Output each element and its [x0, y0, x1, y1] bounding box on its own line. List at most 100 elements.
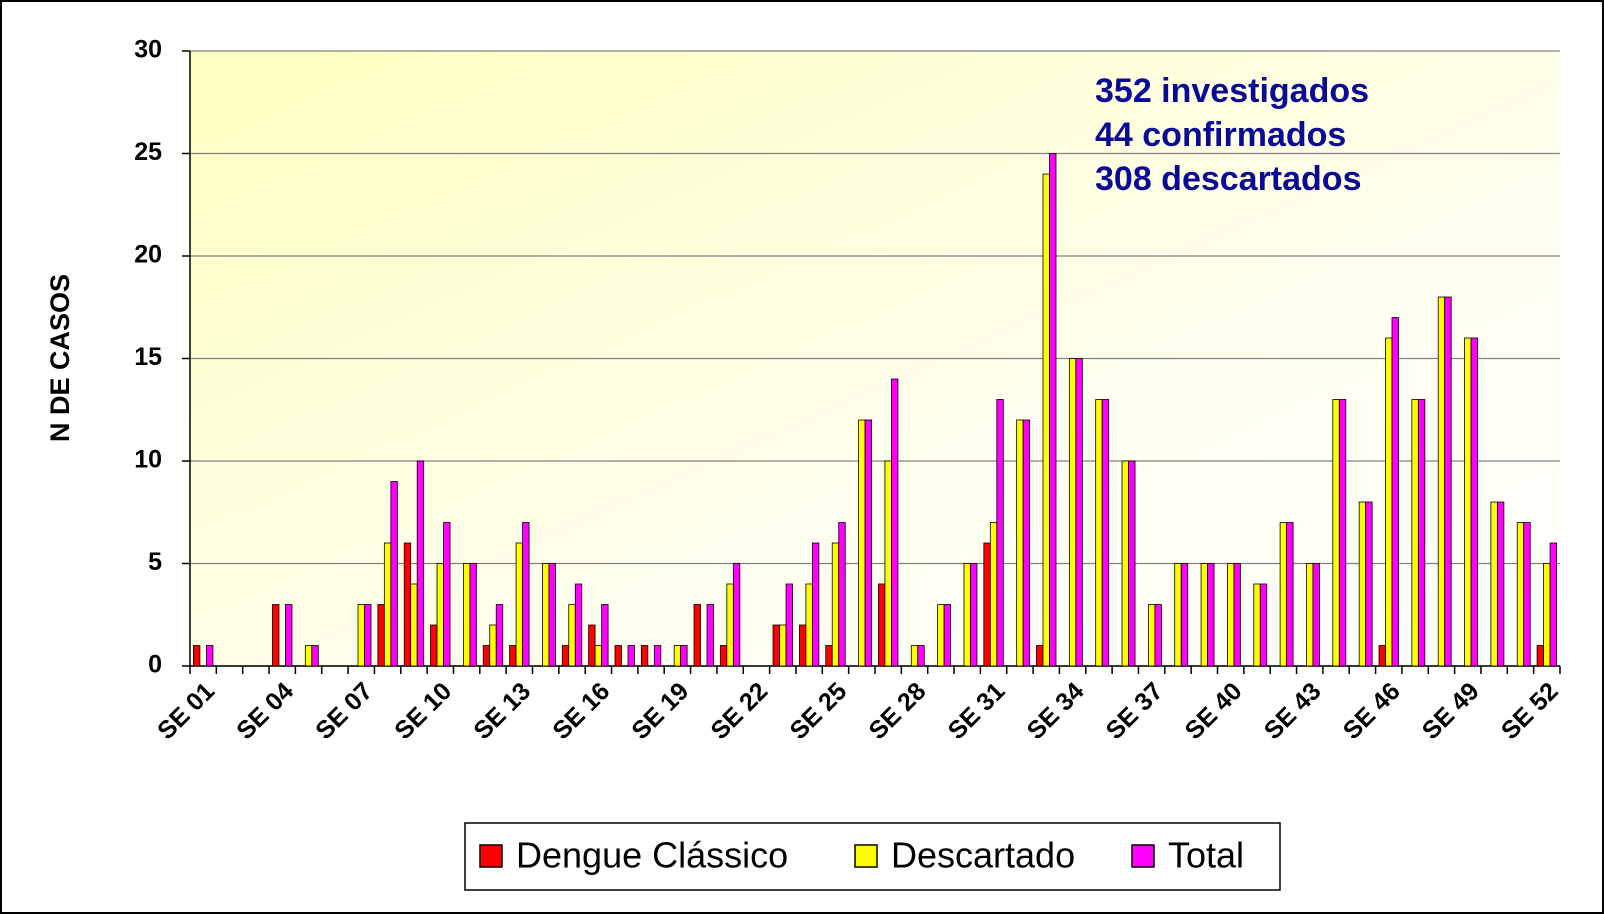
legend-label: Descartado	[891, 835, 1075, 876]
bar	[574, 583, 583, 667]
annotation: 308 descartados	[1095, 160, 1362, 198]
bar	[1200, 563, 1208, 667]
bar	[1227, 563, 1235, 667]
bar	[970, 563, 978, 667]
bar	[772, 624, 780, 667]
bar	[377, 604, 385, 667]
bar	[1464, 337, 1472, 667]
bar	[673, 645, 682, 667]
bar	[364, 604, 372, 667]
bar	[858, 419, 866, 667]
bar	[1068, 358, 1077, 667]
bar	[469, 563, 477, 667]
bar	[1543, 563, 1551, 667]
bar	[482, 645, 491, 667]
bar	[430, 624, 438, 667]
bar	[680, 645, 688, 667]
bar	[1411, 399, 1419, 667]
y-tick-label: 20	[134, 241, 162, 269]
bar	[272, 604, 280, 667]
bar	[1180, 563, 1189, 667]
bar	[1016, 419, 1024, 667]
bar	[1154, 604, 1162, 667]
bar	[436, 563, 444, 667]
bar	[864, 419, 872, 667]
bar	[311, 645, 319, 667]
bar	[588, 624, 596, 667]
bar	[1233, 563, 1241, 667]
bar	[910, 645, 919, 667]
bar	[917, 645, 925, 667]
bar	[594, 645, 603, 667]
bar	[943, 604, 952, 667]
bar	[798, 624, 807, 667]
bar	[1075, 358, 1083, 667]
bar	[1147, 604, 1156, 667]
bar	[653, 645, 662, 667]
bar	[383, 542, 392, 667]
bar	[1437, 296, 1446, 667]
bar	[1207, 563, 1215, 667]
bar	[1306, 563, 1314, 667]
bar	[706, 604, 714, 667]
bar	[1042, 173, 1050, 667]
bar	[1378, 645, 1386, 667]
bar	[489, 624, 497, 667]
bar	[1358, 501, 1367, 667]
bar	[1174, 563, 1182, 667]
bar	[1444, 296, 1452, 667]
bar	[1470, 337, 1478, 667]
bar	[1101, 399, 1110, 667]
bar	[515, 542, 523, 667]
bar	[779, 624, 787, 667]
bar	[1536, 645, 1544, 667]
bar	[891, 378, 899, 667]
bar	[1128, 460, 1136, 667]
bar	[1259, 583, 1268, 667]
bar	[542, 563, 550, 667]
bar	[878, 583, 886, 667]
bar	[884, 460, 892, 667]
bar	[614, 645, 622, 667]
bar	[1490, 501, 1498, 667]
bar	[1022, 419, 1031, 667]
annotation: 44 confirmados	[1095, 116, 1346, 154]
bar	[193, 645, 201, 667]
bar	[304, 645, 313, 667]
bar	[937, 604, 945, 667]
bar	[831, 542, 840, 667]
y-tick-label: 10	[134, 446, 162, 474]
bar	[522, 522, 530, 667]
bar	[732, 563, 741, 667]
bar	[1286, 522, 1294, 667]
bar	[1121, 460, 1129, 667]
y-tick-label: 30	[134, 36, 162, 64]
bar	[1312, 563, 1320, 667]
bar	[416, 460, 425, 667]
bar	[785, 583, 793, 667]
y-tick-label: 5	[148, 548, 162, 576]
bar	[601, 604, 609, 667]
bar	[1338, 399, 1347, 667]
bar	[443, 522, 451, 667]
bar	[1253, 583, 1261, 667]
bar	[989, 522, 998, 667]
y-tick-label: 15	[134, 343, 162, 371]
bar	[410, 583, 418, 667]
bar	[390, 481, 398, 667]
bar	[1049, 153, 1057, 667]
y-axis-label: N DE CASOS	[45, 274, 75, 442]
bar	[285, 604, 293, 667]
y-tick-label: 0	[148, 651, 162, 679]
bar	[983, 542, 991, 667]
legend-swatch	[854, 844, 878, 868]
bar	[726, 583, 734, 667]
legend-label: Total	[1168, 835, 1244, 876]
legend-swatch	[479, 844, 503, 868]
bar	[1332, 399, 1340, 667]
bar	[1523, 522, 1531, 667]
bar	[403, 542, 412, 667]
bar	[509, 645, 517, 667]
bar	[206, 645, 214, 667]
